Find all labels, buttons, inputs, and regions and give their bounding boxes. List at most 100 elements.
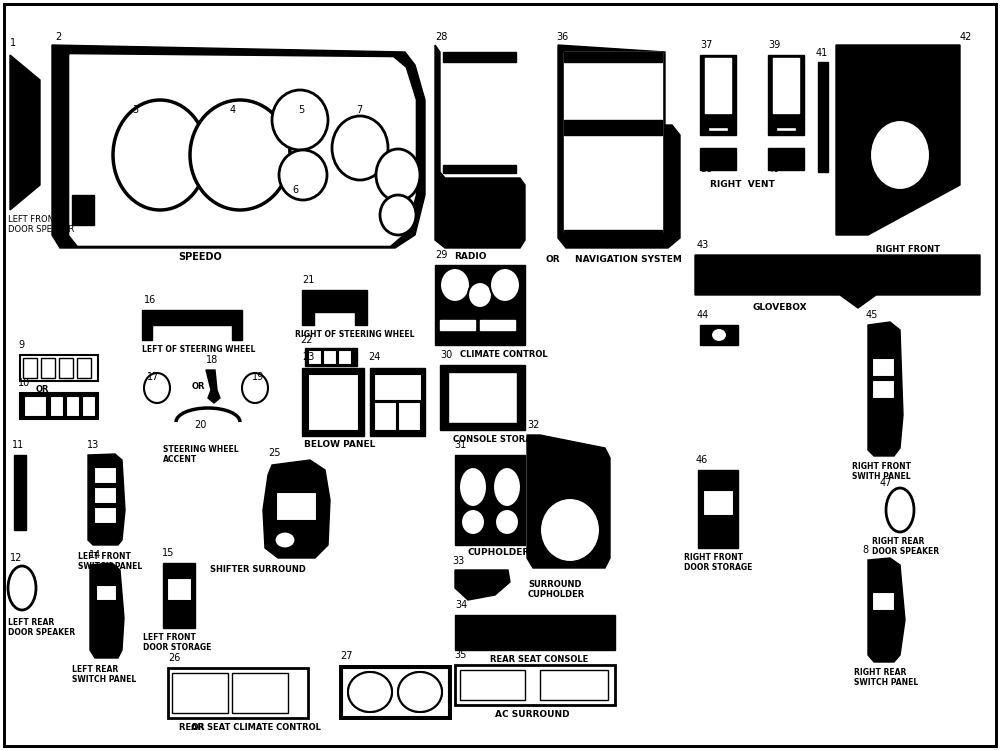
Polygon shape xyxy=(70,55,415,245)
Ellipse shape xyxy=(8,566,36,610)
Ellipse shape xyxy=(711,328,727,342)
Text: LEFT FRON
DOOR SPEAKER: LEFT FRON DOOR SPEAKER xyxy=(8,215,74,235)
Text: 47: 47 xyxy=(880,478,892,488)
Text: 20: 20 xyxy=(194,420,206,430)
Bar xyxy=(41,358,55,378)
Bar xyxy=(338,350,351,364)
Bar xyxy=(23,358,37,378)
Text: 36: 36 xyxy=(556,32,568,42)
Text: 42: 42 xyxy=(960,32,972,42)
Ellipse shape xyxy=(376,149,420,201)
Bar xyxy=(440,365,525,430)
Text: RIGHT FRONT
DOOR SPEAKER: RIGHT FRONT DOOR SPEAKER xyxy=(876,245,949,265)
Bar xyxy=(82,396,95,416)
Bar xyxy=(872,380,894,398)
Ellipse shape xyxy=(190,100,290,210)
Polygon shape xyxy=(52,45,425,248)
Text: CLIMATE CONTROL: CLIMATE CONTROL xyxy=(460,350,548,359)
Text: SURROUND
CUPHOLDER: SURROUND CUPHOLDER xyxy=(528,580,585,599)
Bar xyxy=(440,320,475,330)
Text: REAR SEAT CONSOLE: REAR SEAT CONSOLE xyxy=(490,655,588,664)
Text: 23: 23 xyxy=(302,352,314,362)
Text: 18: 18 xyxy=(206,355,218,365)
Text: BELOW PANEL: BELOW PANEL xyxy=(304,440,376,449)
Text: 45: 45 xyxy=(866,310,878,320)
Text: 19: 19 xyxy=(252,372,264,382)
Polygon shape xyxy=(10,55,40,210)
Text: 2: 2 xyxy=(55,32,61,42)
Bar xyxy=(443,165,516,173)
Text: 27: 27 xyxy=(340,651,352,661)
Bar xyxy=(66,396,79,416)
Bar xyxy=(564,230,662,240)
Text: SHIFTER SURROUND: SHIFTER SURROUND xyxy=(210,565,306,574)
Text: 25: 25 xyxy=(268,448,280,458)
Text: LEFT FRONT
SWITCH PANEL: LEFT FRONT SWITCH PANEL xyxy=(78,552,142,572)
Bar xyxy=(167,578,191,600)
Ellipse shape xyxy=(279,150,327,200)
Bar xyxy=(564,120,662,135)
Text: 39: 39 xyxy=(768,40,780,50)
Bar xyxy=(14,455,26,530)
Bar xyxy=(232,673,288,713)
Text: 31: 31 xyxy=(454,440,466,450)
Text: AC SURROUND: AC SURROUND xyxy=(495,710,570,719)
Bar xyxy=(708,127,728,131)
Bar xyxy=(96,585,116,600)
Ellipse shape xyxy=(440,268,470,302)
Text: RADIO: RADIO xyxy=(454,252,486,261)
Text: 32: 32 xyxy=(527,420,539,430)
Polygon shape xyxy=(868,322,903,456)
Polygon shape xyxy=(558,45,680,248)
Polygon shape xyxy=(88,454,125,545)
Text: 33: 33 xyxy=(452,556,464,566)
Bar xyxy=(448,372,517,423)
Text: 13: 13 xyxy=(87,440,99,450)
Text: 16: 16 xyxy=(144,295,156,305)
Bar xyxy=(59,358,73,378)
Bar xyxy=(776,127,796,131)
Text: 22: 22 xyxy=(300,335,312,345)
Text: 9: 9 xyxy=(18,340,24,350)
Bar xyxy=(540,670,608,700)
Text: LEFT REAR
SWITCH PANEL: LEFT REAR SWITCH PANEL xyxy=(72,665,136,685)
Text: LEFT REAR
DOOR SPEAKER: LEFT REAR DOOR SPEAKER xyxy=(8,618,75,638)
Text: 21: 21 xyxy=(302,275,314,285)
Bar xyxy=(370,368,425,436)
Polygon shape xyxy=(695,255,980,308)
Ellipse shape xyxy=(540,498,600,562)
Polygon shape xyxy=(435,45,525,248)
Bar xyxy=(374,374,421,400)
Bar xyxy=(94,467,116,483)
Bar xyxy=(480,320,515,330)
Text: 6: 6 xyxy=(292,185,298,195)
Polygon shape xyxy=(263,460,330,558)
Bar xyxy=(308,350,321,364)
Bar xyxy=(703,490,733,515)
Bar xyxy=(455,615,615,650)
Bar xyxy=(700,325,738,345)
Text: 5: 5 xyxy=(298,105,304,115)
Bar xyxy=(308,374,358,430)
Ellipse shape xyxy=(348,672,392,712)
Polygon shape xyxy=(302,290,367,325)
Text: 41: 41 xyxy=(816,48,828,58)
Text: NAVIGATION SYSTEM: NAVIGATION SYSTEM xyxy=(575,255,682,264)
Bar xyxy=(700,148,736,170)
Bar xyxy=(94,507,116,523)
Ellipse shape xyxy=(459,467,487,507)
Bar xyxy=(398,402,420,430)
Bar xyxy=(443,52,516,62)
Text: 37: 37 xyxy=(700,40,712,50)
Text: GLOVEBOX: GLOVEBOX xyxy=(753,303,807,312)
Text: 12: 12 xyxy=(10,553,22,563)
Bar xyxy=(818,62,828,172)
Bar xyxy=(340,666,450,718)
Bar xyxy=(455,455,525,545)
Text: SPEEDO: SPEEDO xyxy=(178,252,222,262)
Polygon shape xyxy=(455,570,510,600)
Bar xyxy=(163,563,195,628)
Text: 30: 30 xyxy=(440,350,452,360)
Ellipse shape xyxy=(495,509,519,535)
Ellipse shape xyxy=(468,282,492,308)
